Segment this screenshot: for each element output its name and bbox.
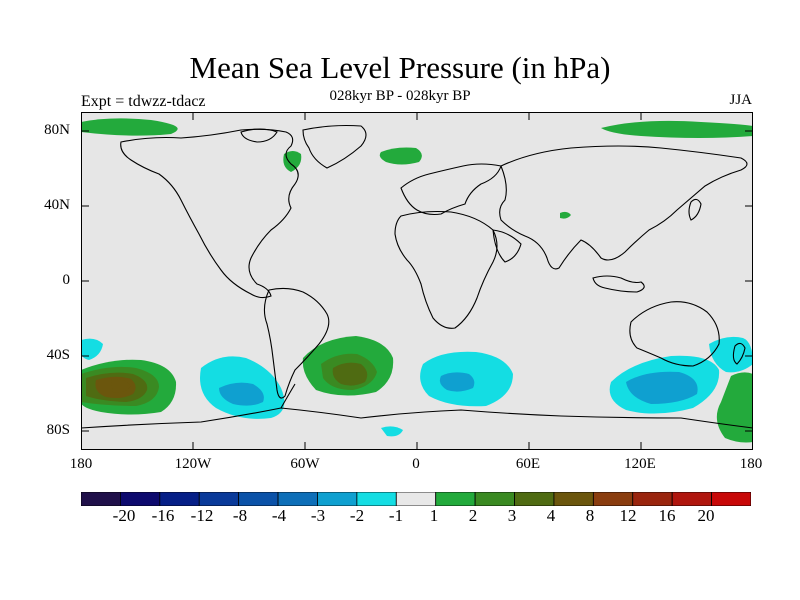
colorbar-label: -1 [388, 506, 404, 525]
x-tick-label: 60W [290, 456, 320, 472]
colorbar-swatch [711, 492, 751, 506]
page-title: Mean Sea Level Pressure (in hPa) [189, 50, 611, 85]
anomaly-negative-patch [81, 338, 103, 360]
colorbar-label: 16 [658, 506, 676, 525]
y-tick-label: 80N [44, 122, 70, 138]
coastline-arctic-islands [240, 128, 278, 143]
coastline-south-america [263, 287, 330, 399]
x-tick-label: 120W [174, 456, 212, 472]
coastline-australia [629, 301, 720, 367]
x-tick-label: 60E [515, 456, 541, 472]
colorbar-label: 12 [619, 506, 637, 525]
colorbar-swatch [356, 492, 397, 506]
coastline-japan [688, 198, 702, 221]
coastline-new-zealand [732, 342, 746, 365]
anomaly-positive-patch [332, 362, 368, 386]
coastline-asia [499, 145, 748, 270]
colorbar-swatch [514, 492, 555, 506]
colorbar-swatch [553, 492, 594, 506]
anomaly-negative-patch [381, 426, 403, 437]
y-tick-label: 40N [44, 197, 70, 213]
coastlines [81, 124, 753, 429]
colorbar-label: 20 [697, 506, 715, 525]
colorbar-swatch [592, 492, 634, 506]
colorbar-swatch [198, 492, 240, 506]
coastline-greenland [302, 124, 367, 169]
colorbar-label: -16 [151, 506, 175, 525]
experiment-label: Expt = tdwzz-tdacz [81, 93, 206, 110]
colorbar-swatch [671, 492, 712, 506]
anomaly-positive-patch [81, 118, 178, 136]
colorbar-swatch [81, 492, 121, 506]
colorbar [81, 492, 751, 506]
colorbar-label: -4 [271, 506, 287, 525]
y-tick-label: 40S [46, 347, 70, 363]
colorbar-label: 8 [585, 506, 595, 525]
anomaly-positive-patch [111, 379, 131, 393]
x-tick-label: 120E [624, 456, 656, 472]
colorbar-label: 1 [429, 506, 439, 525]
coastline-north-america [120, 128, 299, 299]
coastline-arabia [492, 229, 522, 263]
axis-ticks [81, 112, 753, 450]
anomaly-positive-patch [379, 147, 422, 165]
coastline-africa [394, 210, 498, 329]
colorbar-label: 3 [507, 506, 517, 525]
coastline-antarctica-peninsula [280, 383, 296, 409]
anomaly-positive-patch [560, 211, 571, 219]
world-map [81, 112, 753, 450]
colorbar-swatch [120, 492, 161, 506]
colorbar-label: -3 [310, 506, 326, 525]
anomaly-negative-patch [626, 371, 698, 404]
colorbar-swatch [159, 492, 200, 506]
colorbar-label: -20 [112, 506, 136, 525]
anomaly-negative-patch [709, 336, 753, 373]
y-tick-label: 0 [62, 272, 71, 288]
anomaly-negative-patch [219, 382, 264, 406]
coastline-antarctica [81, 407, 753, 429]
x-tick-label: 0 [412, 456, 420, 472]
season-label: JJA [729, 92, 752, 108]
x-tick-label: 180 [69, 456, 93, 472]
colorbar-swatch [474, 492, 515, 506]
colorbar-swatch [317, 492, 358, 506]
colorbar-label: 2 [468, 506, 478, 525]
colorbar-label: 4 [546, 506, 556, 525]
coastline-europe [400, 163, 502, 216]
anomaly-positive-patch [283, 151, 302, 172]
y-tick-label: 80S [46, 422, 70, 438]
x-tick-label: 180 [739, 456, 763, 472]
colorbar-label: -8 [232, 506, 248, 525]
coastline-indonesia [592, 275, 645, 293]
colorbar-swatch [395, 492, 437, 506]
anomaly-negative-patch [439, 372, 475, 392]
colorbar-swatch [277, 492, 318, 506]
colorbar-label: -12 [190, 506, 214, 525]
colorbar-swatch [435, 492, 476, 506]
colorbar-swatch [238, 492, 279, 506]
map-subtitle: 028kyr BP - 028kyr BP [329, 88, 471, 104]
anomaly-positive-patch [601, 120, 753, 138]
colorbar-swatch [632, 492, 673, 506]
colorbar-label: -2 [349, 506, 365, 525]
